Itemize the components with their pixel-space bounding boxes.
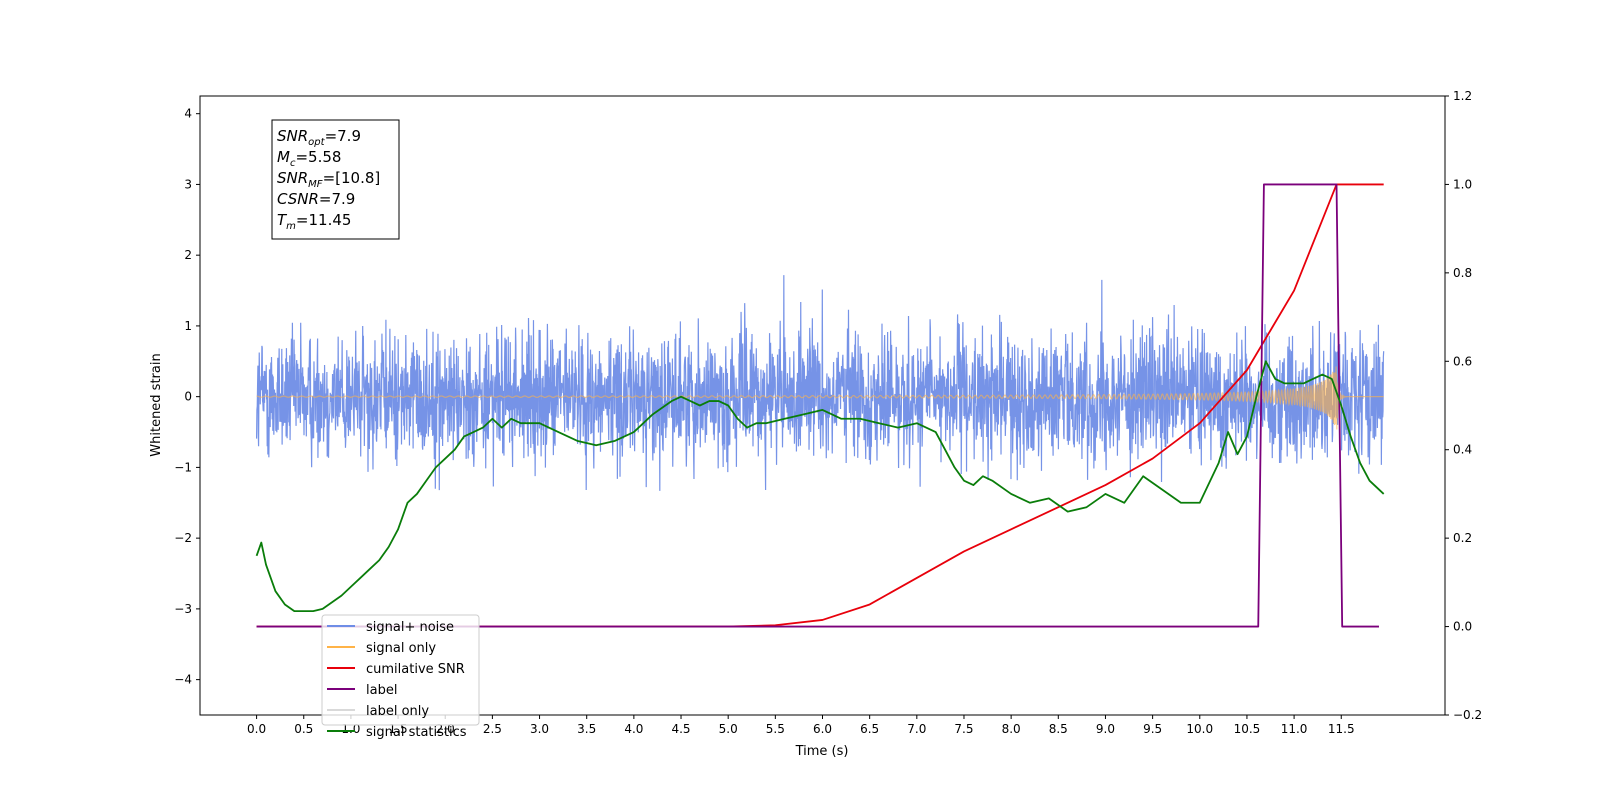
x-tick-label: 9.0 [1096, 722, 1115, 736]
x-tick-label: 11.5 [1328, 722, 1355, 736]
y2-tick-label: 0.2 [1453, 531, 1472, 545]
legend-label-label: label [366, 683, 397, 698]
x-tick-label: 10.5 [1234, 722, 1261, 736]
y-tick-label: 3 [184, 177, 192, 191]
x-tick-label: 6.0 [813, 722, 832, 736]
x-tick-label: 8.0 [1002, 722, 1021, 736]
legend-label-label-only: label only [366, 704, 429, 719]
legend-label-signal-statistics: signal statistics [366, 725, 467, 740]
info-line: Tm=11.45 [277, 211, 351, 232]
legend-frame [321, 614, 480, 726]
x-tick-label: 3.0 [530, 722, 549, 736]
y-tick-label: 1 [184, 319, 192, 333]
x-tick-label: 8.5 [1049, 722, 1068, 736]
y2-tick-label: 1.0 [1453, 177, 1472, 191]
y2-tick-label: 0.6 [1453, 354, 1472, 368]
x-tick-label: 10.0 [1186, 722, 1213, 736]
x-axis-label: Time (s) [795, 744, 849, 759]
y-tick-label: 2 [184, 248, 192, 262]
series-signal-statistics-line [255, 360, 1385, 612]
legend-label-cumilative-snr: cumilative SNR [366, 662, 465, 677]
series-cumilative-snr-line [256, 183, 1384, 628]
y2-tick-label: 0.0 [1453, 620, 1472, 634]
info-box-frame [271, 119, 400, 240]
x-tick-label: 5.5 [766, 722, 785, 736]
y-axis-label: Whitened strain [149, 353, 164, 456]
y2-tick-label: −0.2 [1453, 708, 1482, 722]
y-tick-label: −4 [174, 673, 192, 687]
x-tick-label: 11.0 [1281, 722, 1308, 736]
series-label-line [256, 183, 1379, 628]
x-tick-label: 3.5 [577, 722, 596, 736]
x-tick-label: 4.5 [671, 722, 690, 736]
info-line: Mc=5.58 [277, 148, 341, 169]
info-line: SNRMF=[10.8] [277, 169, 380, 190]
x-tick-label: 0.0 [247, 722, 266, 736]
legend: signal+ noise signal only cumilative SNR la… [321, 614, 480, 740]
x-tick-label: 6.5 [860, 722, 879, 736]
info-line: CSNR=7.9 [277, 190, 355, 208]
legend-label-signal-only: signal only [366, 641, 436, 656]
ticks-layer: 0.0 0.5 1.0 1.5 2.0 2.5 3.0 3.5 4.0 4.5 5.0 5.5 6.0 6… [174, 89, 1482, 736]
x-tick-label: 4.0 [624, 722, 643, 736]
y-tick-label: 0 [184, 390, 192, 404]
y-tick-label: −2 [174, 531, 192, 545]
x-tick-label: 7.0 [907, 722, 926, 736]
y-tick-label: −1 [174, 460, 192, 474]
y2-tick-label: 0.8 [1453, 266, 1472, 280]
y2-tick-label: 1.2 [1453, 89, 1472, 103]
info-line: SNRopt=7.9 [277, 127, 361, 148]
y-tick-label: 4 [184, 107, 192, 121]
x-tick-label: 2.5 [483, 722, 502, 736]
series-signal-noise-line [255, 275, 1385, 491]
legend-label-signal-noise: signal+ noise [366, 620, 454, 635]
x-tick-label: 7.5 [954, 722, 973, 736]
series-layer [255, 183, 1385, 628]
x-tick-label: 9.5 [1143, 722, 1162, 736]
x-tick-label: 5.0 [719, 722, 738, 736]
x-tick-label: 0.5 [294, 722, 313, 736]
series-signal-only-line [256, 366, 1384, 430]
y2-tick-label: 0.4 [1453, 443, 1472, 457]
y-tick-label: −3 [174, 602, 192, 616]
